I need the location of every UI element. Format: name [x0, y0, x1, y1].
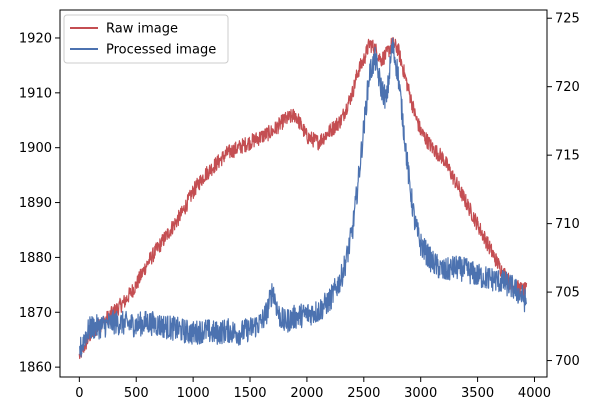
x-tick-label: 1500: [233, 386, 266, 401]
y-left-tick-label: 1870: [19, 306, 52, 321]
y-right-tick-label: 725: [555, 12, 580, 27]
y-left-tick-label: 1920: [19, 31, 52, 46]
y-right-tick-label: 715: [555, 149, 580, 164]
series-line-raw-image: [78, 36, 528, 360]
series-layer: [78, 36, 528, 360]
y-right-tick-label: 705: [555, 286, 580, 301]
x-axis: 0 500 1000 1500 2000 2500 3000 3500 4000: [75, 377, 551, 401]
plot-area: [59, 9, 548, 378]
x-tick-label: 2500: [347, 386, 380, 401]
x-tick-label: 1000: [177, 386, 210, 401]
y-axis-right: 700 705 710 715 720 725: [547, 12, 580, 369]
x-tick-label: 4000: [518, 386, 551, 401]
y-left-tick-label: 1910: [19, 86, 52, 101]
series-line-processed-image: [79, 37, 528, 358]
y-right-tick-label: 720: [555, 80, 580, 95]
y-axis-left: 1860 1870 1880 1890 1900 1910 1920: [19, 31, 60, 376]
x-tick-label: 3000: [404, 386, 437, 401]
y-left-tick-label: 1860: [19, 361, 52, 376]
x-tick-label: 0: [75, 386, 83, 401]
y-right-tick-label: 700: [555, 354, 580, 369]
y-left-tick-label: 1890: [19, 196, 52, 211]
legend-label: Raw image: [106, 22, 178, 37]
y-left-tick-label: 1880: [19, 251, 52, 266]
x-tick-label: 2000: [290, 386, 323, 401]
legend-box: [63, 14, 229, 64]
y-right-tick-label: 710: [555, 217, 580, 232]
legend-label: Processed image: [106, 43, 216, 58]
x-tick-label: 500: [124, 386, 149, 401]
legend: Raw image Processed image: [63, 14, 229, 64]
x-tick-label: 3500: [461, 386, 494, 401]
plot-frame: [59, 9, 548, 378]
y-left-tick-label: 1900: [19, 141, 52, 156]
plot-background: [60, 10, 547, 377]
